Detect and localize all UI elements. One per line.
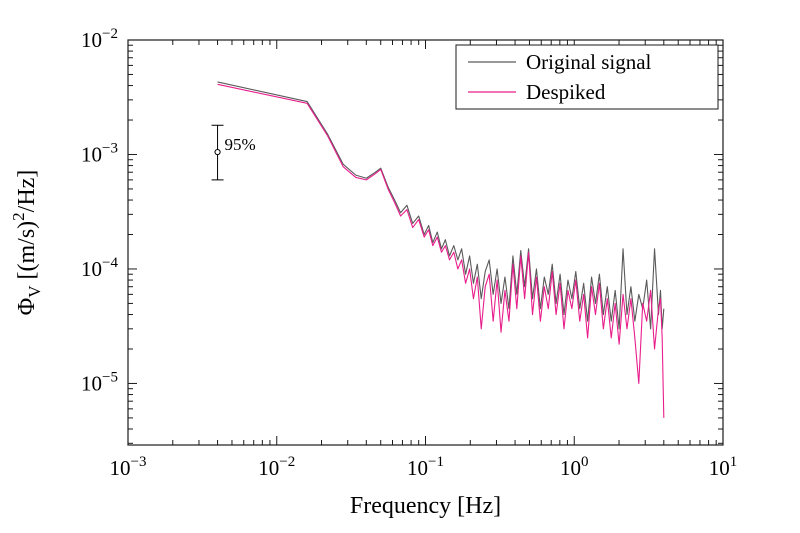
y-tick-label: 10−2 — [81, 26, 118, 52]
y-tick-label: 10−4 — [81, 255, 118, 281]
axes-box — [127, 39, 724, 446]
legend: Original signal Despiked — [455, 44, 719, 110]
y-axis-label: ΦV [(m/s)2/Hz] — [9, 170, 44, 316]
confidence-label: 95% — [225, 135, 256, 154]
legend-box — [455, 44, 719, 110]
legend-entry-label: Despiked — [526, 80, 606, 104]
tick-labels: 10−3 10−2 10−1 100 101 10−2 10−3 10−4 10−5 — [81, 26, 737, 480]
confidence-errorbar: 95% — [211, 124, 256, 181]
series-line-original — [217, 81, 665, 330]
x-tick-label: 100 — [560, 454, 589, 480]
legend-entry-label: Original signal — [526, 50, 652, 74]
y-tick-label: 10−3 — [81, 140, 118, 166]
y-tick-label: 10−5 — [81, 369, 118, 395]
x-tick-label: 101 — [709, 454, 738, 480]
x-axis-label: Frequency [Hz] — [350, 493, 501, 519]
x-tick-label: 10−1 — [407, 454, 444, 480]
x-tick-label: 10−3 — [110, 454, 147, 480]
series-group — [217, 81, 665, 418]
x-tick-label: 10−2 — [258, 454, 295, 480]
series-line-despiked — [217, 83, 665, 418]
